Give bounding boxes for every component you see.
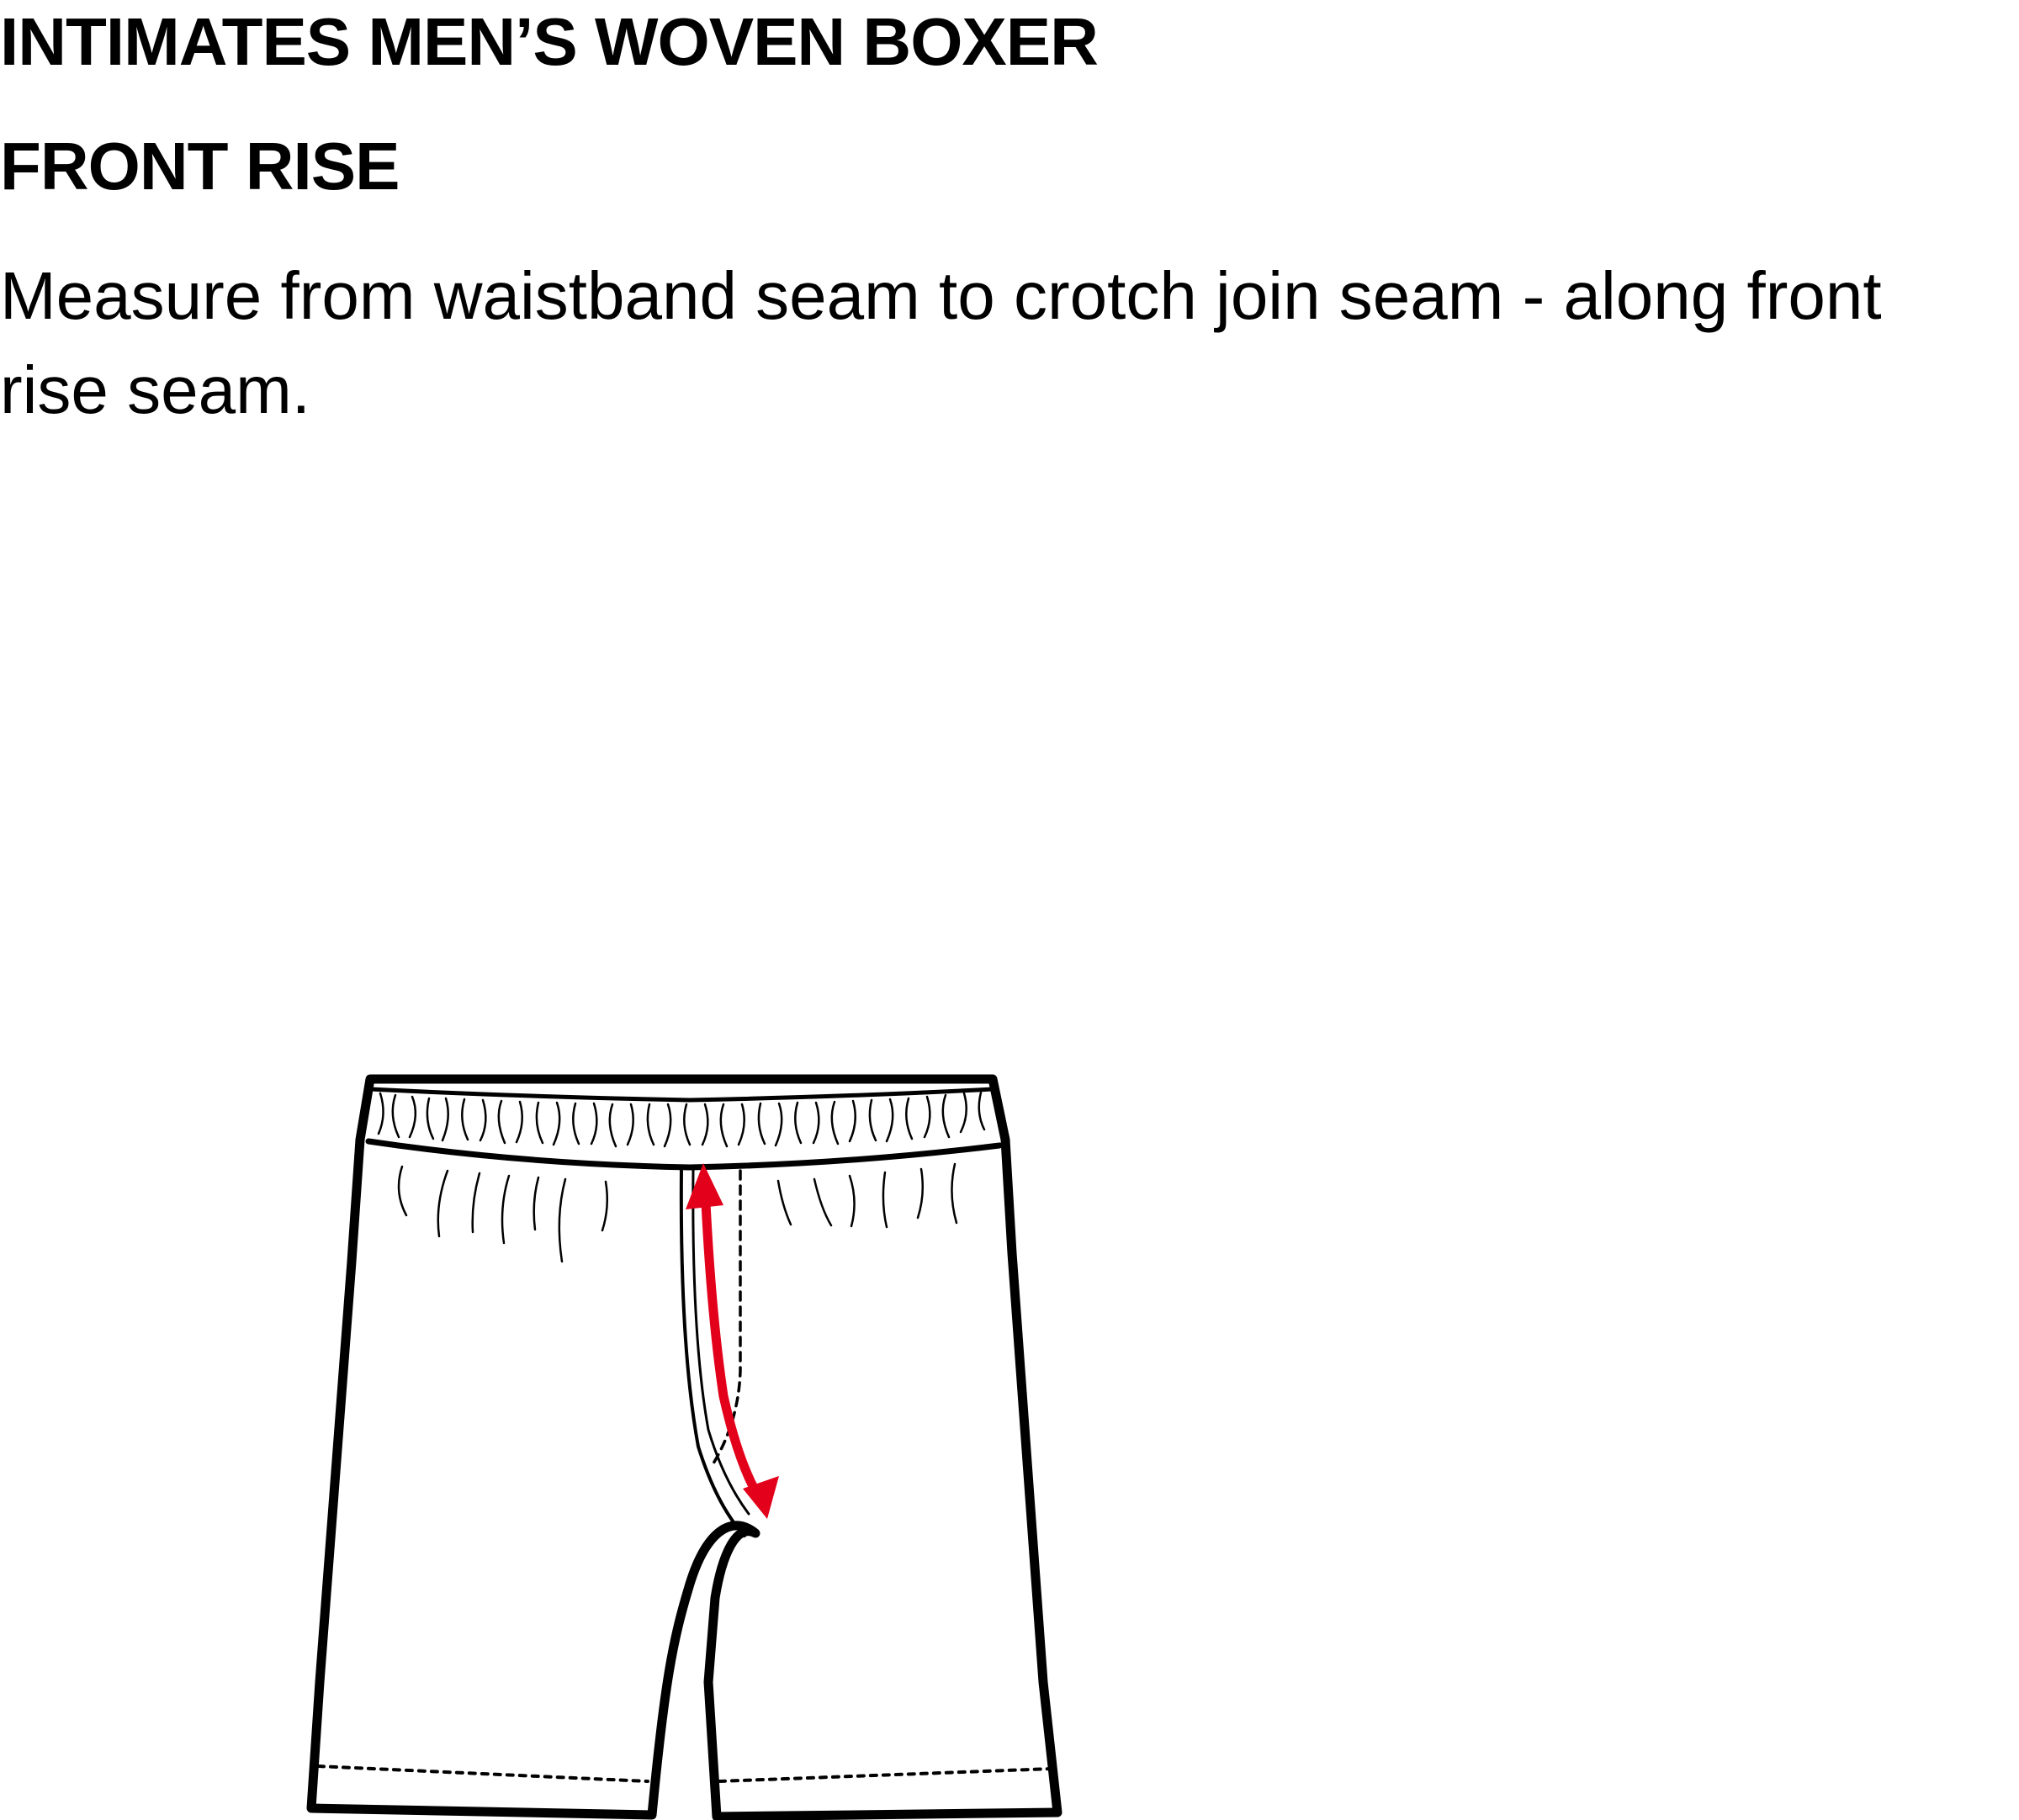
arrowhead-top <box>686 1163 723 1209</box>
body-folds <box>397 1162 958 1263</box>
front-rise-seam <box>679 1167 746 1537</box>
waistband-top-edge <box>368 1087 995 1103</box>
measurement-name: FRONT RISE <box>0 129 400 204</box>
left-hem-stitch <box>316 1764 649 1783</box>
arrowhead-bottom <box>743 1476 779 1519</box>
waistband-seam <box>365 1138 1003 1171</box>
measurement-instructions: Measure from waistband seam to crotch jo… <box>0 258 1882 427</box>
double-headed-arrow-icon <box>686 1163 779 1519</box>
measurement-line <box>700 1181 764 1502</box>
page-title: INTIMATES MEN’S WOVEN BOXER <box>0 4 1099 79</box>
front-rise-seam-inner <box>692 1167 750 1516</box>
garment-outline <box>306 1074 1062 1820</box>
fly-topstitch <box>712 1169 742 1465</box>
right-hem-stitch <box>718 1767 1053 1783</box>
waistband-gathers <box>377 1091 986 1148</box>
